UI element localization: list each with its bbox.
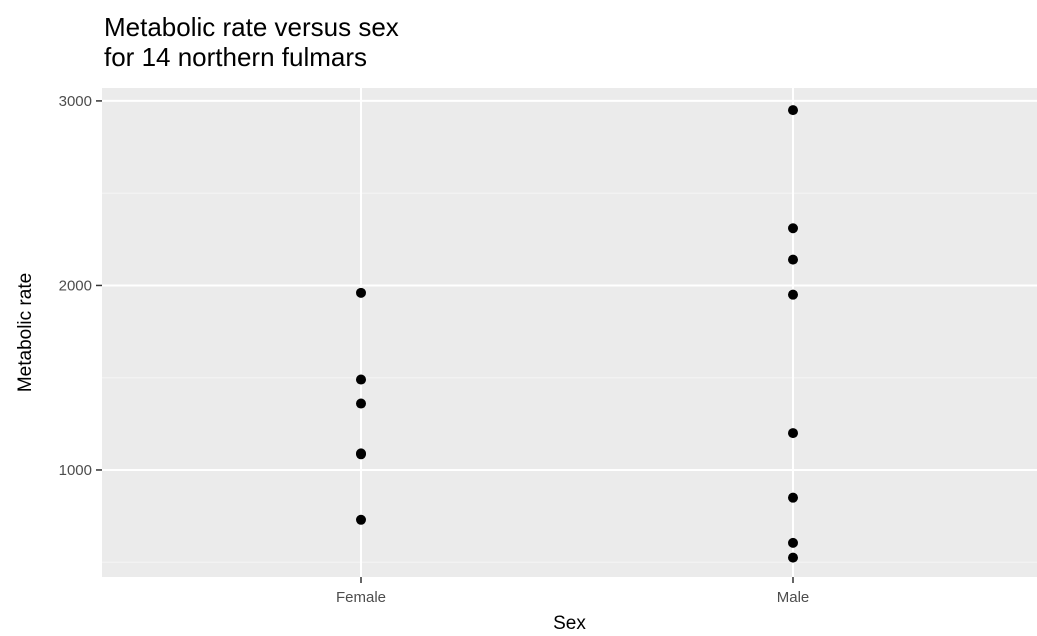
- chart-title-line-1: Metabolic rate versus sex: [104, 12, 399, 42]
- chart-title: Metabolic rate versus sex for 14 norther…: [104, 12, 399, 72]
- chart-title-line-2: for 14 northern fulmars: [104, 42, 368, 72]
- y-tick-label: 1000: [59, 462, 92, 479]
- x-tick-label: Male: [777, 589, 810, 606]
- y-tick-label: 3000: [59, 93, 92, 110]
- data-point: [356, 514, 366, 525]
- x-tick-label: Female: [336, 589, 386, 606]
- minor-gridlines: [102, 192, 1037, 563]
- data-point: [356, 449, 366, 460]
- data-point: [788, 537, 798, 548]
- data-point: [788, 105, 798, 116]
- y-tick-label: 2000: [59, 277, 92, 294]
- data-point: [788, 254, 798, 265]
- data-point: [788, 428, 798, 439]
- data-point: [356, 287, 366, 298]
- y-axis-title: Metabolic rate: [15, 273, 36, 392]
- plot-panel: [102, 88, 1037, 577]
- data-point: [788, 492, 798, 503]
- data-point: [788, 552, 798, 563]
- y-axis: 1000 2000 3000: [59, 93, 102, 479]
- x-axis: Female Male: [336, 577, 809, 606]
- data-point: [788, 223, 798, 234]
- data-point: [356, 398, 366, 409]
- x-axis-title: Sex: [553, 613, 586, 634]
- data-point: [788, 289, 798, 300]
- data-points: [356, 105, 798, 563]
- data-point: [356, 374, 366, 385]
